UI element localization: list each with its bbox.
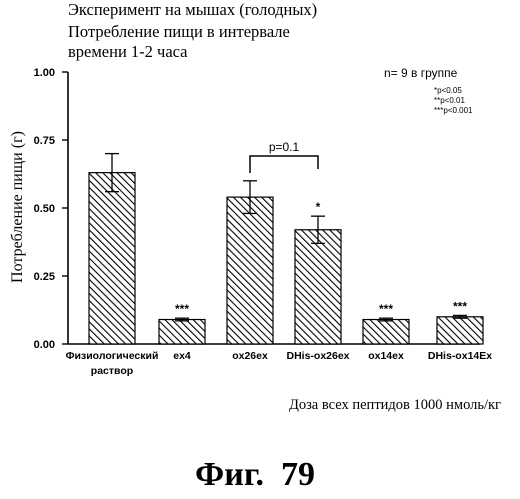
bar <box>89 173 135 344</box>
bar <box>437 317 483 344</box>
significance-stars: *** <box>453 299 467 313</box>
bar <box>227 197 273 344</box>
x-tick-label: ox14ex <box>368 350 404 362</box>
chart-title-line-2: Потребление пищи в интервале <box>68 22 290 41</box>
significance-bracket <box>250 156 318 173</box>
x-tick-label: ox26ex <box>232 350 268 362</box>
bar <box>363 320 409 344</box>
bar <box>159 320 205 344</box>
y-tick-label: 0.75 <box>34 135 55 147</box>
bracket-label: p=0.1 <box>269 140 300 154</box>
n-note: n= 9 в группе <box>384 66 458 80</box>
y-tick-label: 0.50 <box>34 203 55 215</box>
y-ticks: 0.00 0.25 0.50 0.75 1.00 <box>34 67 68 351</box>
significance-stars: * <box>316 200 321 214</box>
x-tick-label: Физиологический <box>66 350 159 362</box>
y-axis-label: Потребление пищи (г) <box>9 131 26 283</box>
x-tick-label: DHis-ox14Ex <box>428 350 492 362</box>
legend-note-3: ***p<0.001 <box>434 106 473 115</box>
chart-title-line-1: Эксперимент на мышах (голодных) <box>68 0 317 19</box>
x-axis-label: Доза всех пептидов 1000 нмоль/кг <box>289 397 501 413</box>
significance-stars: *** <box>379 302 393 316</box>
x-tick-label: DHis-ox26ex <box>286 350 349 362</box>
x-tick-labels: Физиологический раствор ex4 ox26ex DHis-ox26… <box>66 350 493 377</box>
bar <box>295 230 341 344</box>
legend-note-2: **p<0.01 <box>434 96 465 105</box>
bars: ********** <box>89 154 483 344</box>
figure-caption: Фиг. 79 <box>195 456 315 493</box>
bracket-line <box>250 156 318 173</box>
y-tick-label: 0.00 <box>34 339 55 351</box>
x-tick-label: ex4 <box>173 350 191 362</box>
x-tick-label: раствор <box>91 365 133 377</box>
chart-title-line-3: времени 1-2 часа <box>68 42 188 61</box>
legend-note-1: *p<0.05 <box>434 86 462 95</box>
y-tick-label: 1.00 <box>34 67 55 79</box>
y-tick-label: 0.25 <box>34 271 55 283</box>
significance-stars: *** <box>175 302 189 316</box>
